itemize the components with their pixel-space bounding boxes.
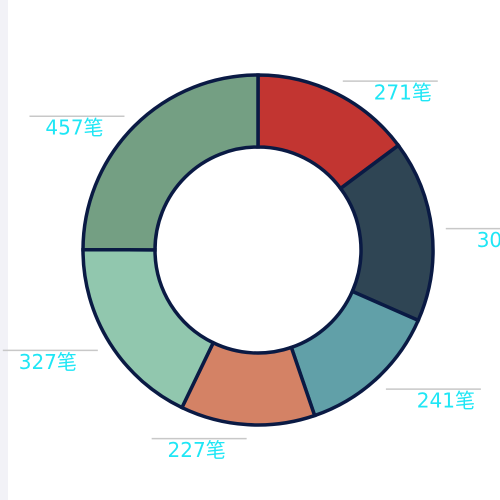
side-strip [0, 0, 8, 500]
value-label: 271笔 [374, 81, 432, 105]
value-label: 227笔 [168, 438, 226, 462]
value-label: 327笔 [19, 350, 77, 374]
value-label: 307笔 [477, 228, 500, 252]
value-label: 241笔 [417, 389, 475, 413]
donut-slice [81, 73, 260, 252]
value-label: 457笔 [45, 116, 103, 140]
donut-slice [81, 247, 216, 410]
